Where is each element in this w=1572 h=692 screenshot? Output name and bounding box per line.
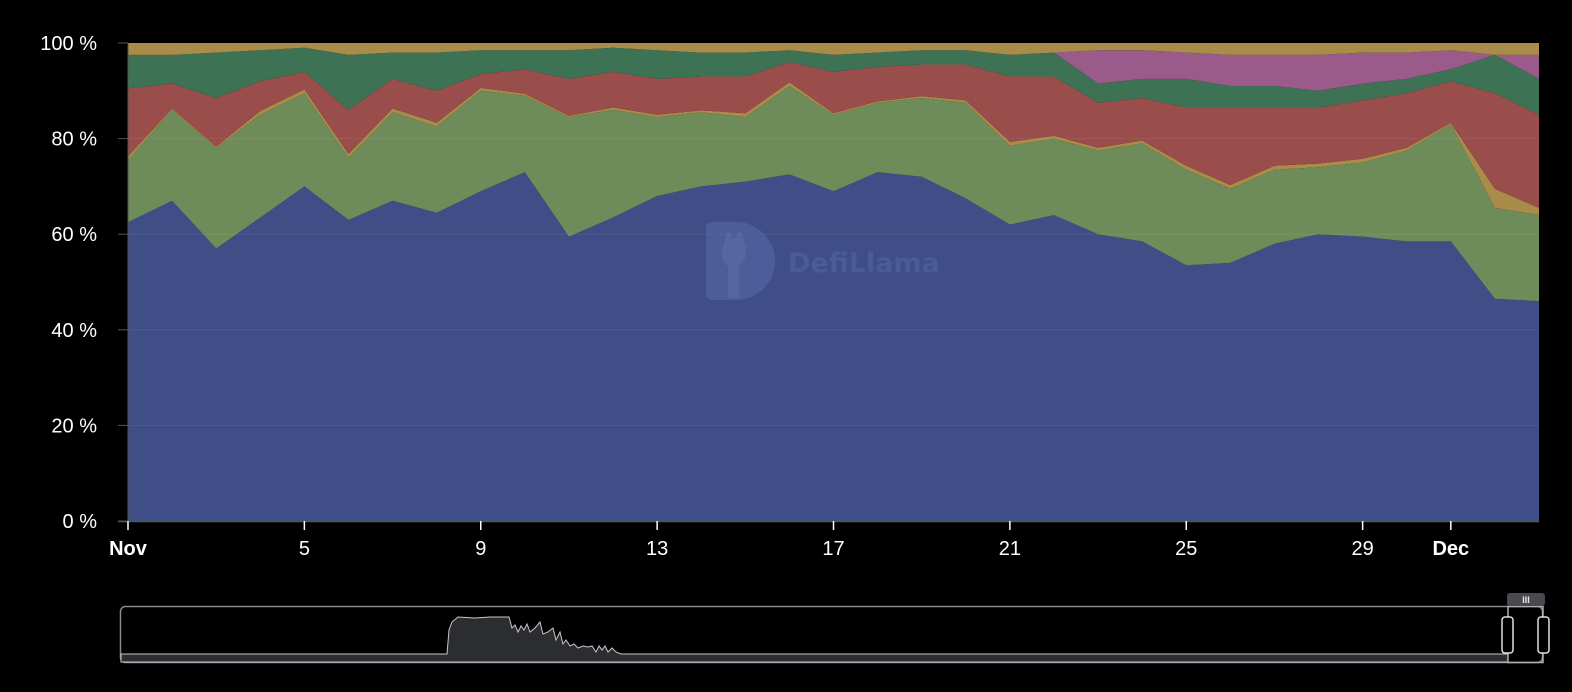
slider-right-handle[interactable] [1537, 616, 1550, 654]
watermark-text: DefiLlama [788, 248, 940, 279]
y-tick-label: 20 % [51, 415, 97, 437]
area-series-5[interactable] [128, 47, 1539, 115]
slider-drag-handle[interactable] [1507, 593, 1545, 606]
grid-overlay [128, 138, 1539, 426]
x-tick-label: 29 [1352, 538, 1374, 560]
area-series-4[interactable] [128, 62, 1539, 208]
chart-areas [128, 43, 1539, 521]
y-tick-label: 60 % [51, 224, 97, 246]
area-series-7[interactable] [128, 43, 1539, 55]
y-tick-label: 80 % [51, 129, 97, 151]
y-tick-label: 40 % [51, 320, 97, 342]
x-tick-label: 9 [475, 538, 486, 560]
x-tick-label: 17 [822, 538, 844, 560]
x-tick-label: Dec [1432, 538, 1469, 560]
y-tick-label: 100 % [40, 33, 97, 55]
slider-left-handle[interactable] [1501, 616, 1514, 654]
y-tick-label: 0 % [63, 511, 98, 533]
slider-sparkline [120, 616, 1509, 663]
area-series-1[interactable] [128, 172, 1539, 521]
axes: 0 % 20 % 40 % 60 % 80 % 100 % Nov 5 9 13 17 21 25 29 D… [40, 33, 1539, 560]
defillama-watermark: DefiLlama [706, 222, 940, 300]
range-slider[interactable]: III [119, 593, 1550, 664]
area-series-6[interactable] [128, 47, 1539, 91]
x-tick-label: Nov [109, 538, 148, 560]
x-tick-label: 5 [299, 538, 310, 560]
x-tick-label: 13 [646, 538, 668, 560]
grip-icon: III [1522, 595, 1530, 605]
x-tick-label: 21 [999, 538, 1021, 560]
area-series-2[interactable] [128, 86, 1539, 302]
x-tick-label: 25 [1175, 538, 1197, 560]
